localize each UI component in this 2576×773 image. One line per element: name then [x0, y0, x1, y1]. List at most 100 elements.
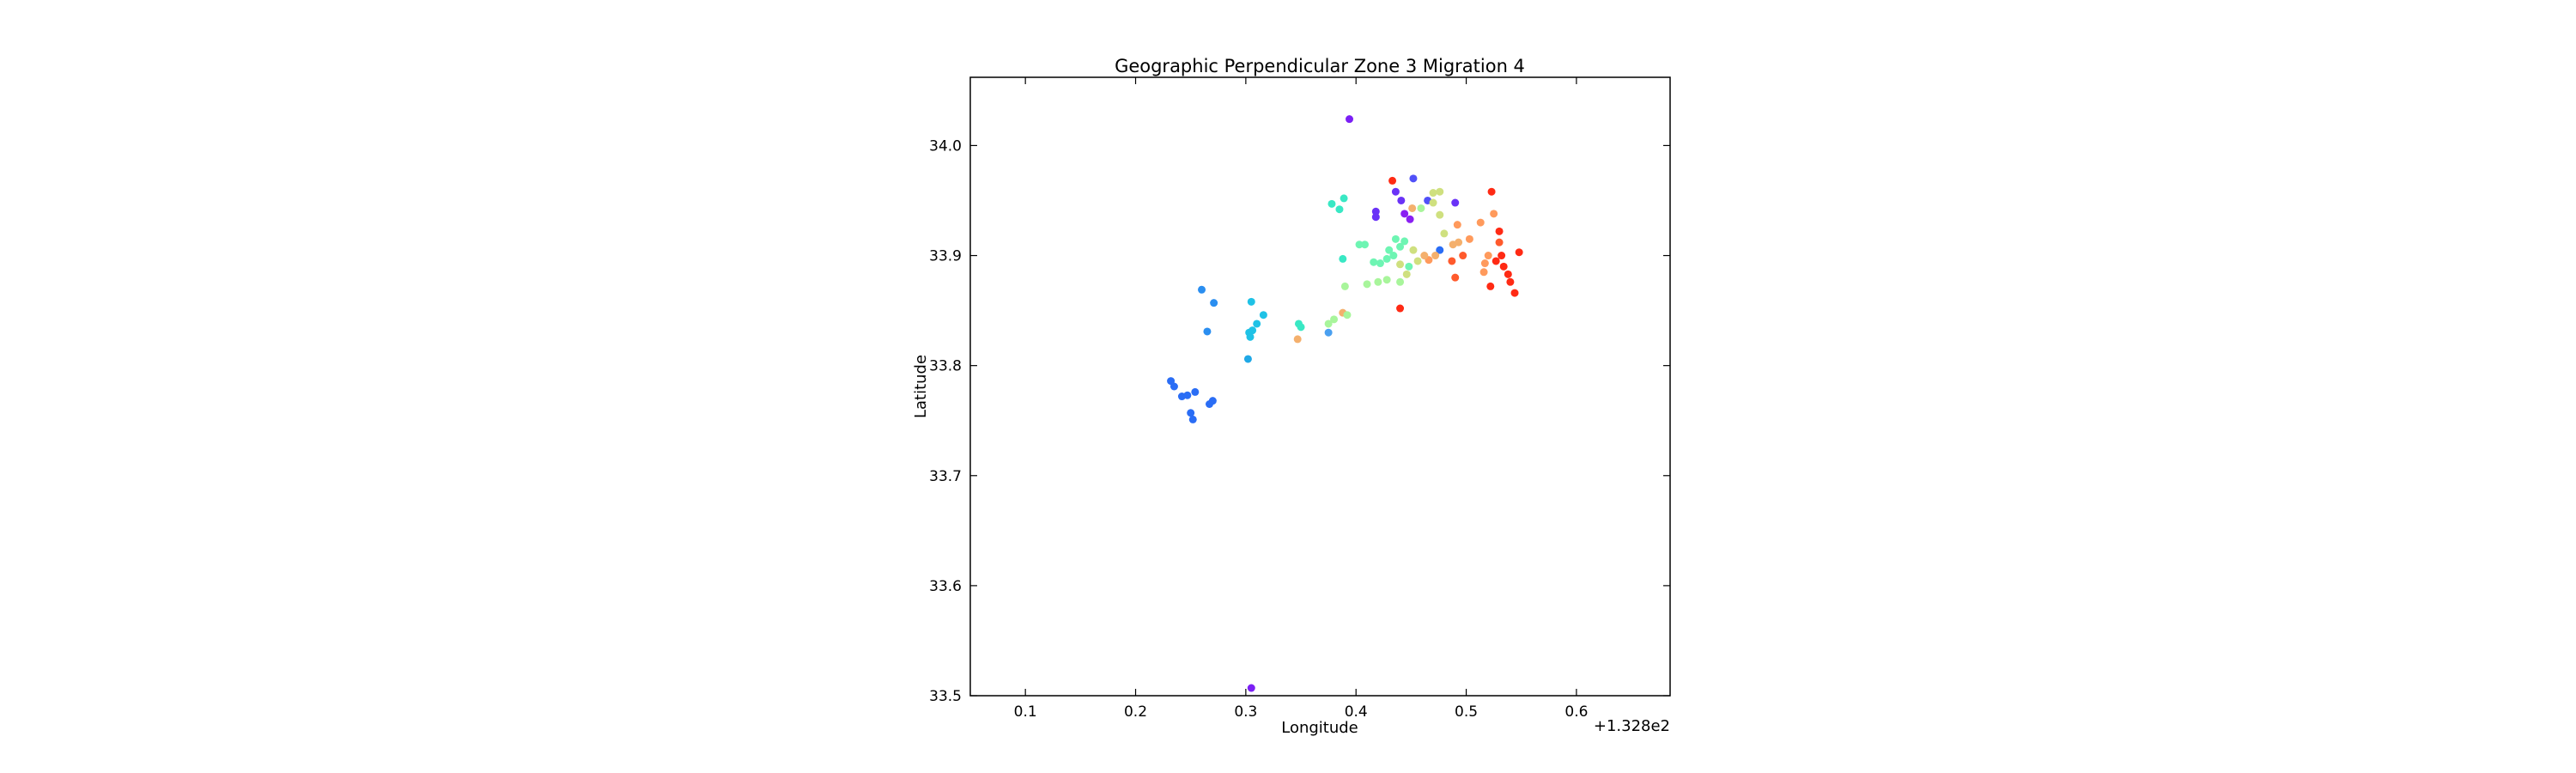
data-point	[1247, 297, 1255, 306]
data-point	[1396, 304, 1405, 313]
y-axis-ticks: 33.5 33.6 33.7 33.8 33.9 34.0	[929, 137, 1670, 705]
data-point	[1409, 246, 1418, 254]
x-tick-label: 0.2	[1124, 703, 1147, 721]
data-point	[1431, 252, 1440, 260]
data-point	[1297, 323, 1305, 332]
y-tick-label: 33.5	[929, 688, 962, 705]
data-point	[1243, 355, 1252, 363]
data-point	[1504, 270, 1512, 278]
data-point	[1343, 311, 1352, 320]
data-point	[1498, 252, 1506, 260]
data-point	[1408, 204, 1417, 212]
x-tick-label: 0.3	[1234, 703, 1257, 721]
data-point	[1495, 238, 1504, 247]
data-point	[1420, 252, 1429, 260]
x-axis-label: Longitude	[1281, 719, 1358, 737]
data-point	[1188, 415, 1197, 423]
data-point	[1436, 187, 1444, 196]
data-point	[1486, 282, 1495, 290]
x-axis-ticks: 0.1 0.2 0.3 0.4 0.5 0.6	[1014, 77, 1588, 721]
chart-title: Geographic Perpendicular Zone 3 Migratio…	[1115, 56, 1525, 76]
data-point	[1339, 254, 1347, 263]
data-point	[1495, 227, 1504, 235]
data-point	[1374, 277, 1382, 286]
data-point	[1382, 276, 1391, 284]
data-point	[1484, 252, 1492, 260]
data-point	[1187, 409, 1195, 417]
data-point	[1510, 289, 1519, 297]
data-point	[1198, 285, 1206, 294]
data-point	[1382, 254, 1391, 263]
y-axis-label: Latitude	[912, 355, 930, 418]
data-point	[1247, 684, 1255, 692]
y-tick-label: 33.7	[929, 468, 962, 485]
data-point	[1388, 176, 1397, 185]
y-tick-label: 33.8	[929, 358, 962, 375]
data-point	[1363, 280, 1371, 289]
data-point	[1429, 189, 1437, 198]
data-point	[1371, 213, 1380, 222]
data-point	[1409, 174, 1418, 183]
data-point	[1327, 199, 1336, 208]
data-point	[1330, 315, 1339, 324]
data-point	[1453, 221, 1461, 229]
data-point	[1346, 115, 1354, 124]
data-point	[1515, 248, 1523, 257]
data-point	[1476, 218, 1485, 227]
data-point	[1436, 246, 1444, 254]
data-point	[1465, 234, 1473, 243]
data-point	[1397, 196, 1406, 204]
data-point	[1293, 335, 1302, 344]
data-point	[1253, 320, 1261, 328]
data-point	[1259, 311, 1267, 320]
data-point	[1376, 259, 1384, 268]
data-point	[1335, 205, 1344, 214]
data-point	[1324, 328, 1333, 337]
data-point	[1183, 391, 1192, 399]
data-point	[1324, 320, 1333, 328]
data-point	[1203, 327, 1212, 336]
data-point	[1451, 198, 1460, 207]
data-point	[1459, 252, 1467, 260]
data-point	[1413, 257, 1422, 265]
data-point	[1355, 240, 1364, 249]
data-point	[1400, 210, 1409, 218]
x-tick-label: 0.5	[1455, 703, 1478, 721]
data-point	[1340, 194, 1348, 203]
data-point	[1436, 210, 1444, 219]
data-point	[1191, 387, 1200, 396]
data-point	[1506, 277, 1515, 286]
data-point	[1417, 204, 1425, 212]
data-points	[1167, 115, 1523, 692]
data-point	[1400, 237, 1409, 246]
data-point	[1492, 257, 1500, 265]
x-tick-label: 0.4	[1345, 703, 1368, 721]
data-point	[1490, 210, 1498, 218]
data-point	[1396, 242, 1405, 251]
data-point	[1206, 399, 1214, 408]
data-point	[1210, 299, 1218, 307]
y-tick-label: 33.9	[929, 248, 962, 265]
data-point	[1170, 382, 1178, 391]
y-tick-label: 34.0	[929, 137, 962, 155]
data-point	[1396, 260, 1405, 269]
data-point	[1385, 246, 1394, 254]
x-tick-label: 0.6	[1564, 703, 1588, 721]
data-point	[1429, 198, 1437, 207]
data-point	[1451, 273, 1460, 282]
data-point	[1246, 332, 1255, 341]
data-point	[1487, 187, 1496, 196]
data-point	[1440, 229, 1449, 238]
data-point	[1396, 277, 1405, 286]
data-point	[1391, 234, 1400, 243]
y-tick-label: 33.6	[929, 578, 962, 595]
plot-area	[969, 76, 1671, 697]
data-point	[1391, 187, 1400, 196]
data-point	[1360, 240, 1369, 249]
data-point	[1340, 282, 1349, 290]
x-tick-label: 0.1	[1014, 703, 1037, 721]
x-axis-offset-label: +1.328e2	[1594, 717, 1670, 735]
data-point	[1389, 252, 1398, 260]
data-point	[1448, 257, 1456, 265]
